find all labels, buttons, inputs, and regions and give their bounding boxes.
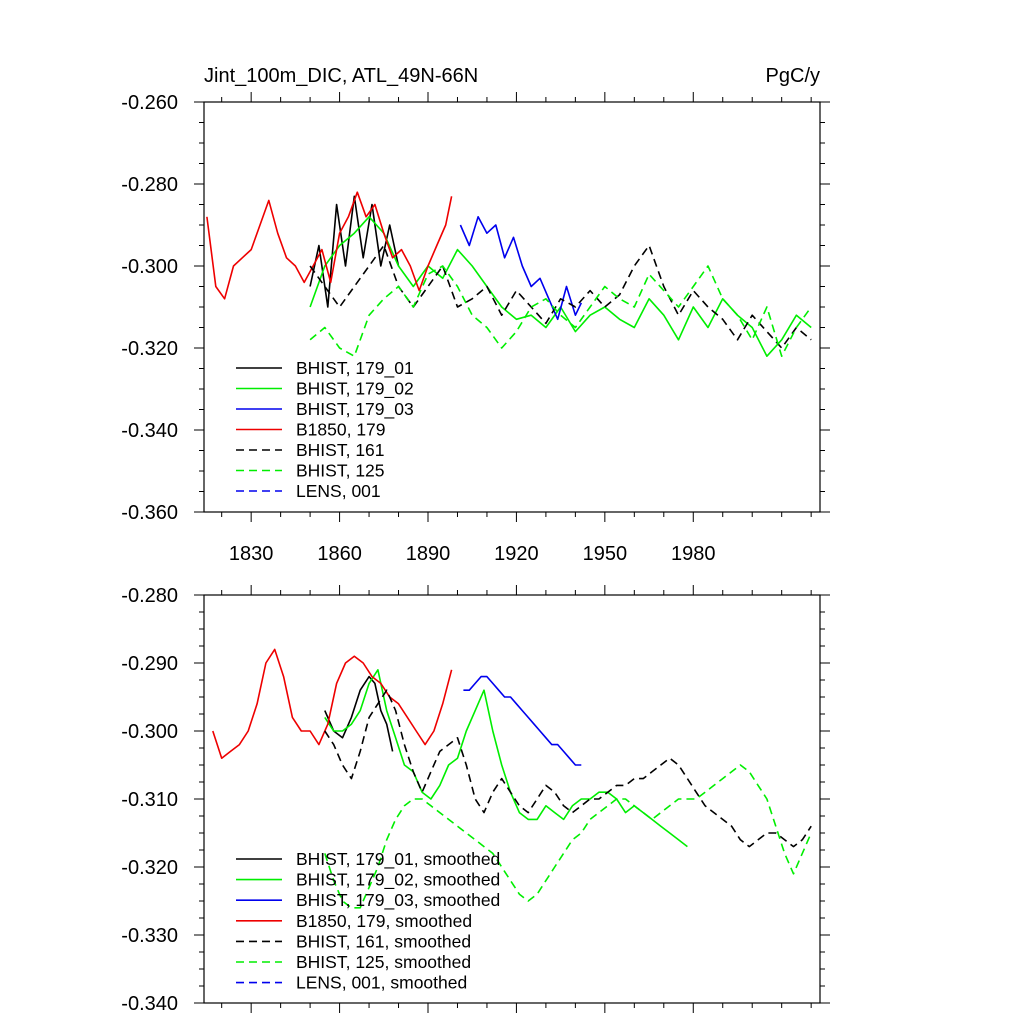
- bottom-series-line-2: [463, 675, 582, 766]
- top-ytick-label-1: -0.340: [121, 420, 178, 442]
- bottom-legend-label-3: B1850, 179, smoothed: [296, 911, 472, 931]
- bottom-ytick-label-1: -0.330: [121, 925, 178, 947]
- bottom-series-line-4: [324, 689, 812, 848]
- bottom-legend-label-5: BHIST, 125, smoothed: [296, 952, 471, 972]
- bottom-series-line-3: [212, 648, 453, 760]
- bottom-ytick-label-0: -0.340: [121, 993, 178, 1015]
- top-series-line-3: [206, 191, 453, 300]
- top-xtick-label-0: 1830: [229, 543, 274, 565]
- bottom-legend-label-6: LENS, 001, smoothed: [296, 973, 467, 993]
- top-legend-label-4: BHIST, 161: [296, 440, 385, 460]
- bottom-ytick-label-5: -0.290: [121, 653, 178, 675]
- bottom-series-line-1: [324, 668, 688, 848]
- top-series-line-0: [309, 195, 400, 308]
- top-ytick-label-0: -0.360: [121, 502, 178, 524]
- top-ytick-label-2: -0.320: [121, 338, 178, 360]
- bottom-ytick-label-2: -0.320: [121, 857, 178, 879]
- top-xtick-label-1: 1860: [317, 543, 362, 565]
- chart-title: Jint_100m_DIC, ATL_49N-66N: [204, 65, 478, 87]
- top-legend-label-3: B1850, 179: [296, 420, 386, 440]
- bottom-ytick-label-6: -0.280: [121, 585, 178, 607]
- top-xtick-label-2: 1890: [406, 543, 451, 565]
- bottom-legend-label-1: BHIST, 179_02, smoothed: [296, 870, 500, 891]
- top-legend-label-2: BHIST, 179_03: [296, 399, 414, 420]
- bottom-series-line-5: [324, 764, 812, 909]
- top-legend-label-1: BHIST, 179_02: [296, 379, 414, 400]
- top-ytick-label-5: -0.260: [121, 92, 178, 114]
- top-series-line-5: [309, 265, 812, 358]
- top-legend-label-5: BHIST, 125: [296, 461, 385, 481]
- bottom-legend-label-0: BHIST, 179_01, smoothed: [296, 849, 500, 870]
- bottom-ytick-label-4: -0.300: [121, 721, 178, 743]
- top-xtick-label-3: 1920: [494, 543, 539, 565]
- top-series-group: [206, 191, 812, 358]
- top-axes: 1830 1860 1890 1920 1950 1980 -0.360 -0.340 -0.3…: [121, 92, 830, 565]
- top-xtick-label-5: 1980: [671, 543, 716, 565]
- units-label: PgC/y: [766, 65, 820, 87]
- top-xtick-label-4: 1950: [583, 543, 628, 565]
- top-legend-label-6: LENS, 001: [296, 481, 381, 501]
- bottom-ytick-label-3: -0.310: [121, 789, 178, 811]
- bottom-series-group: [212, 648, 812, 909]
- bottom-series-line-0: [324, 675, 394, 752]
- top-ytick-label-3: -0.300: [121, 256, 178, 278]
- bottom-legend-label-4: BHIST, 161, smoothed: [296, 931, 471, 951]
- top-series-line-2: [459, 216, 583, 321]
- top-series-line-4: [309, 244, 812, 349]
- top-ytick-label-4: -0.280: [121, 174, 178, 196]
- bottom-axes: -0.340 -0.330 -0.320 -0.310 -0.300 -0.290 -0.2…: [121, 585, 830, 1015]
- bottom-legend-label-2: BHIST, 179_03, smoothed: [296, 890, 500, 911]
- top-legend-label-0: BHIST, 179_01: [296, 358, 414, 379]
